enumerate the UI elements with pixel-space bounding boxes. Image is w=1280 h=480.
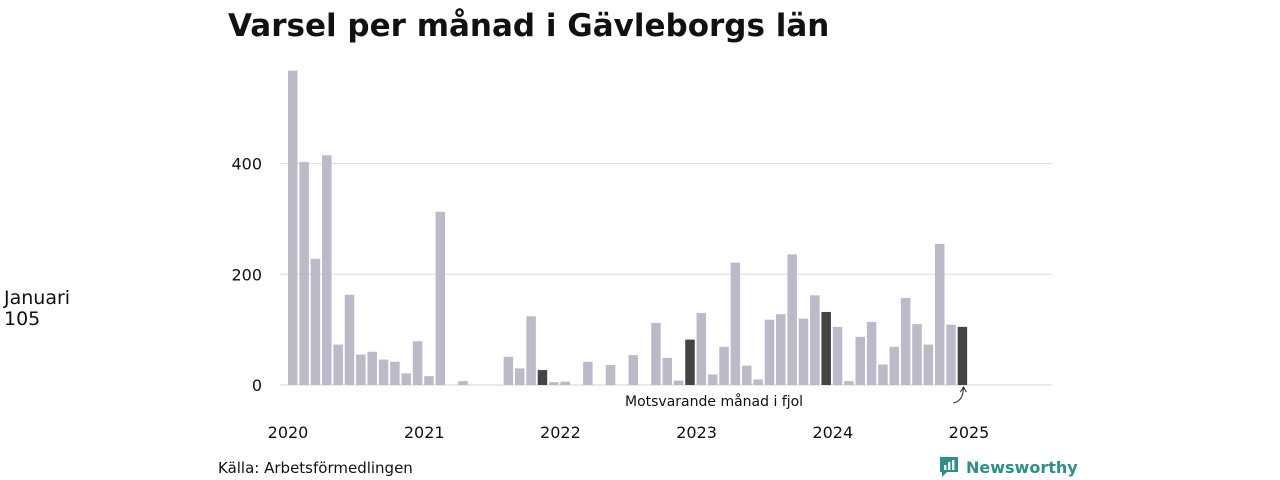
bar-2023-07	[764, 319, 775, 385]
bar-2022-10	[662, 357, 673, 385]
source-note: Källa: Arbetsförmedlingen	[218, 459, 413, 477]
bar-2024-08	[912, 324, 922, 385]
bar-2023-09	[787, 254, 797, 385]
bar-2023-04	[730, 262, 741, 385]
bar-2022-12	[685, 339, 695, 385]
bar-2024-11	[946, 324, 956, 385]
bar-2024-07	[900, 298, 911, 385]
bar-2020-08	[367, 351, 377, 385]
x-tick-label-2024: 2024	[812, 423, 853, 442]
y-axis-ticks: 0 200 400	[231, 155, 262, 395]
bar-2020-01	[288, 70, 298, 386]
brand-name: Newsworthy	[966, 457, 1078, 477]
annotation-arrowhead	[959, 386, 967, 393]
bar-2023-01	[696, 313, 707, 385]
bar-2021-01	[424, 376, 434, 385]
x-tick-label-2025: 2025	[949, 423, 990, 442]
bar-2024-02	[844, 381, 854, 385]
bar-2021-09	[515, 368, 525, 385]
bar-2020-03	[310, 258, 321, 385]
bar-2021-08	[503, 356, 514, 385]
x-axis-ticks: 2020 2021 2022 2023 2024 2025	[268, 423, 990, 442]
bar-2024-05	[878, 364, 888, 385]
bars	[288, 70, 968, 386]
bar-2021-10	[526, 316, 536, 385]
x-tick-label-2022: 2022	[540, 423, 581, 442]
comparison-annotation: Motsvarande månad i fjol	[625, 393, 803, 410]
bar-2021-12	[549, 382, 559, 385]
bar-2020-11	[401, 373, 411, 385]
chart-title: Varsel per månad i Gävleborgs län	[228, 8, 830, 44]
bar-2020-12	[412, 341, 423, 385]
y-tick-label-0: 0	[252, 376, 262, 395]
bar-2022-09	[651, 323, 661, 385]
bar-2023-08	[776, 314, 786, 385]
highlight-label: Januari	[3, 287, 70, 309]
bar-2023-10	[798, 318, 809, 385]
bar-2022-01	[560, 381, 570, 385]
y-tick-label-200: 200	[231, 265, 262, 284]
bar-2021-04	[458, 381, 468, 385]
bar-2021-02	[435, 211, 446, 385]
bar-2022-03	[583, 361, 593, 385]
highlight-value: 105	[4, 308, 40, 330]
x-tick-label-2023: 2023	[676, 423, 717, 442]
bar-2023-02	[707, 374, 718, 385]
bar-2023-06	[753, 379, 763, 385]
bar-2020-10	[390, 361, 400, 385]
newsworthy-brand[interactable]: Newsworthy	[938, 455, 1078, 479]
bar-2020-09	[378, 359, 389, 385]
bar-2023-03	[719, 346, 729, 385]
y-tick-label-400: 400	[231, 155, 262, 174]
bar-2024-12	[957, 326, 968, 385]
annotation-arrow	[953, 386, 964, 404]
bar-2020-02	[299, 161, 309, 385]
bar-2024-09	[923, 344, 934, 385]
bar-2022-05	[605, 365, 616, 385]
bar-2020-07	[356, 354, 366, 385]
bar-2022-07	[628, 355, 638, 385]
bar-2023-11	[810, 295, 820, 385]
x-tick-label-2020: 2020	[268, 423, 309, 442]
x-tick-label-2021: 2021	[404, 423, 445, 442]
bar-2024-10	[934, 243, 945, 385]
bar-2024-04	[866, 321, 877, 385]
bar-2021-11	[537, 370, 548, 385]
bar-2024-01	[832, 326, 843, 385]
bar-2020-04	[322, 155, 332, 385]
bar-2020-06	[344, 294, 355, 385]
newsworthy-logo-icon	[940, 457, 958, 477]
bar-2023-12	[821, 311, 831, 385]
bar-2020-05	[333, 344, 343, 385]
bar-2024-06	[889, 346, 900, 385]
bar-2024-03	[855, 336, 865, 385]
bar-2022-11	[673, 380, 684, 385]
bar-2023-05	[742, 365, 752, 385]
